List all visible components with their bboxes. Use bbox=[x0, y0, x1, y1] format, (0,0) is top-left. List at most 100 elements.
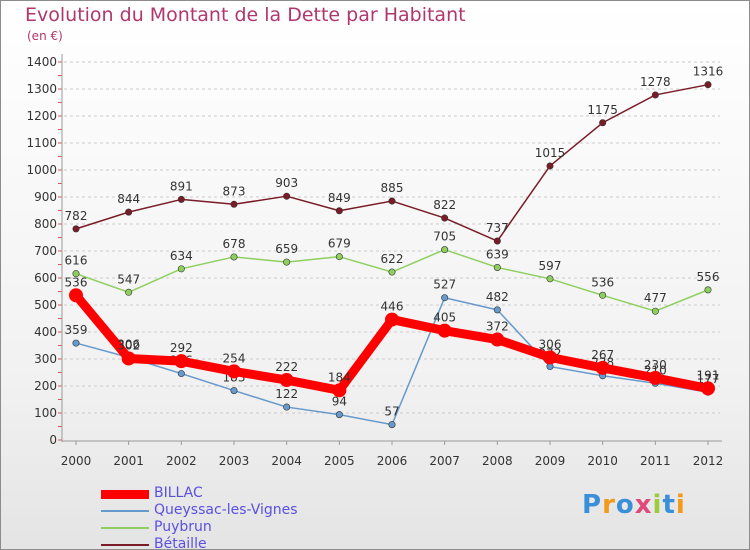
x-tick-label: 2002 bbox=[166, 454, 197, 468]
data-label-puybrun: 659 bbox=[275, 242, 298, 256]
data-point-billac bbox=[385, 312, 399, 327]
y-tick-label: 500 bbox=[34, 298, 57, 312]
x-tick-label: 2012 bbox=[693, 454, 724, 468]
y-tick-label: 1200 bbox=[26, 109, 57, 123]
data-label-billac: 446 bbox=[381, 300, 404, 314]
data-point-betaille bbox=[230, 200, 238, 208]
data-point-billac bbox=[69, 288, 83, 303]
data-label-queyssac-les-vignes: 527 bbox=[433, 278, 456, 292]
logo-letter: i bbox=[675, 490, 686, 520]
data-point-queyssac-les-vignes bbox=[335, 411, 343, 419]
data-point-puybrun bbox=[72, 270, 80, 278]
data-point-betaille bbox=[177, 195, 185, 203]
data-point-billac bbox=[227, 364, 241, 379]
data-point-billac bbox=[437, 323, 452, 338]
logo-letter: P bbox=[582, 490, 603, 520]
data-point-puybrun bbox=[283, 258, 291, 266]
logo-letter: i bbox=[652, 490, 663, 520]
data-point-queyssac-les-vignes bbox=[441, 294, 449, 302]
data-label-puybrun: 622 bbox=[381, 252, 404, 266]
data-point-billac bbox=[595, 360, 610, 375]
y-tick-label: 1000 bbox=[26, 163, 57, 177]
data-label-puybrun: 597 bbox=[539, 259, 562, 273]
data-point-billac bbox=[174, 354, 189, 369]
data-label-puybrun: 616 bbox=[65, 254, 88, 268]
data-label-queyssac-les-vignes: 482 bbox=[486, 290, 509, 304]
legend-swatch-queyssac-les-vignes bbox=[101, 510, 149, 512]
logo-letter: o bbox=[615, 490, 635, 520]
data-label-puybrun: 679 bbox=[328, 237, 351, 251]
data-point-puybrun bbox=[651, 307, 659, 315]
y-tick-label: 0 bbox=[49, 433, 57, 447]
data-point-puybrun bbox=[125, 288, 133, 296]
data-label-billac: 302 bbox=[117, 338, 140, 352]
data-point-betaille bbox=[441, 214, 449, 222]
x-tick-label: 2007 bbox=[429, 454, 460, 468]
data-point-puybrun bbox=[599, 291, 607, 299]
data-label-billac: 372 bbox=[486, 320, 509, 334]
data-point-billac bbox=[648, 370, 663, 385]
data-point-puybrun bbox=[546, 275, 554, 283]
data-point-betaille bbox=[651, 91, 659, 99]
data-point-puybrun bbox=[441, 246, 449, 254]
data-label-queyssac-les-vignes: 122 bbox=[275, 387, 298, 401]
data-label-betaille: 737 bbox=[486, 221, 509, 235]
data-label-billac: 306 bbox=[539, 337, 562, 351]
data-label-queyssac-les-vignes: 57 bbox=[384, 405, 399, 419]
logo-letter: t bbox=[662, 490, 676, 520]
data-label-betaille: 844 bbox=[117, 192, 140, 206]
data-point-puybrun bbox=[177, 265, 185, 273]
data-label-billac: 267 bbox=[591, 348, 614, 362]
data-point-billac bbox=[332, 383, 347, 398]
data-point-billac bbox=[543, 350, 557, 365]
data-point-queyssac-les-vignes bbox=[283, 403, 291, 411]
y-tick-label: 1400 bbox=[26, 55, 57, 69]
data-point-queyssac-les-vignes bbox=[177, 370, 185, 378]
data-point-billac bbox=[490, 332, 505, 347]
legend-swatch-billac bbox=[101, 489, 149, 499]
x-tick-label: 2003 bbox=[219, 454, 250, 468]
chart-subtitle: (en €) bbox=[27, 29, 63, 43]
data-label-betaille: 1015 bbox=[535, 146, 566, 160]
legend-label-billac: BILLAC bbox=[154, 485, 203, 501]
legend-label-betaille: Bétaille bbox=[154, 536, 207, 550]
data-point-betaille bbox=[599, 119, 607, 127]
data-point-puybrun bbox=[704, 286, 712, 294]
data-point-queyssac-les-vignes bbox=[72, 339, 80, 347]
legend-label-puybrun: Puybrun bbox=[154, 519, 212, 535]
data-point-betaille bbox=[704, 81, 712, 89]
data-label-puybrun: 547 bbox=[117, 272, 140, 286]
data-label-betaille: 873 bbox=[223, 184, 246, 198]
data-point-betaille bbox=[283, 192, 291, 200]
data-point-billac bbox=[121, 351, 136, 366]
x-tick-label: 2010 bbox=[587, 454, 618, 468]
data-label-puybrun: 536 bbox=[591, 275, 614, 289]
data-label-betaille: 885 bbox=[381, 181, 404, 195]
data-label-puybrun: 477 bbox=[644, 291, 667, 305]
data-point-betaille bbox=[335, 207, 343, 215]
data-label-queyssac-les-vignes: 94 bbox=[332, 395, 347, 409]
x-tick-label: 2006 bbox=[377, 454, 408, 468]
y-tick-label: 900 bbox=[34, 190, 57, 204]
data-label-billac: 536 bbox=[65, 275, 88, 289]
x-tick-label: 2005 bbox=[324, 454, 355, 468]
data-point-puybrun bbox=[388, 268, 396, 276]
data-point-betaille bbox=[72, 225, 80, 233]
data-label-billac: 405 bbox=[433, 311, 456, 325]
data-label-betaille: 1316 bbox=[693, 65, 724, 79]
data-label-billac: 230 bbox=[644, 358, 667, 372]
data-label-billac: 254 bbox=[223, 351, 246, 365]
data-label-billac: 222 bbox=[275, 360, 298, 374]
data-label-betaille: 822 bbox=[433, 198, 456, 212]
data-point-puybrun bbox=[230, 253, 238, 261]
data-label-billac: 292 bbox=[170, 341, 193, 355]
x-tick-label: 2008 bbox=[482, 454, 513, 468]
data-point-billac bbox=[279, 373, 294, 388]
data-label-puybrun: 639 bbox=[486, 247, 509, 261]
data-label-queyssac-les-vignes: 359 bbox=[65, 323, 88, 337]
data-label-puybrun: 556 bbox=[697, 270, 720, 284]
y-tick-label: 100 bbox=[34, 406, 57, 420]
data-label-puybrun: 705 bbox=[433, 230, 456, 244]
data-label-billac: 191 bbox=[697, 368, 720, 382]
